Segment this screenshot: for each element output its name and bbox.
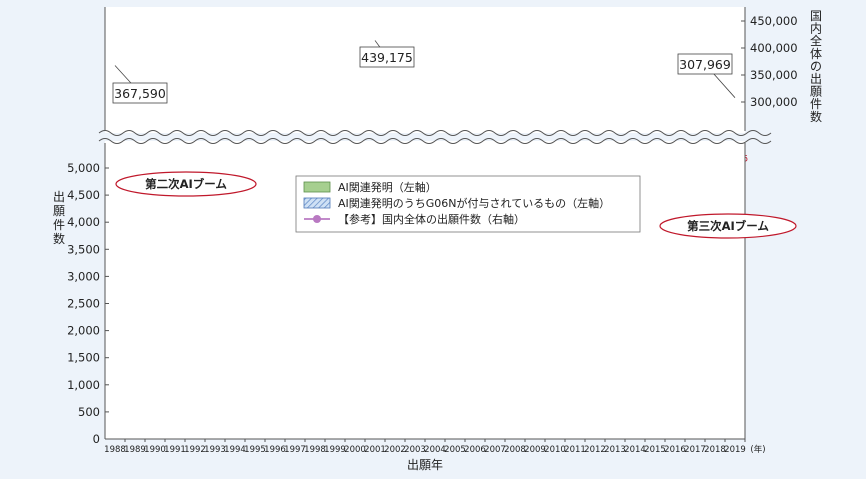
- legend-swatch-ai: [303, 181, 331, 193]
- right-tick-label: 350,000: [750, 68, 798, 82]
- right-axis-title: 国内全体の出願件数: [810, 9, 822, 124]
- x-tick-label-2009: 2009: [524, 445, 546, 455]
- axis-break-top: [98, 130, 772, 136]
- x-tick-label-2004: 2004: [424, 445, 446, 455]
- callout-2001-text: 439,175: [361, 50, 413, 65]
- x-tick-label-2005: 2005: [444, 445, 466, 455]
- x-tick-label-1990: 1990: [144, 445, 166, 455]
- x-tick-label-1991: 1991: [164, 445, 186, 455]
- x-tick-label-2002: 2002: [384, 445, 406, 455]
- x-tick-label-2019: 2019: [724, 445, 746, 455]
- x-tick-label-1989: 1989: [124, 445, 146, 455]
- left-tick-label: 2,500: [67, 297, 100, 311]
- legend-box: [295, 175, 641, 233]
- left-tick-label: 5,000: [67, 161, 100, 175]
- axis-break-bottom: [98, 138, 772, 144]
- callout-1988-box: [112, 82, 168, 104]
- x-tick-label-2013: 2013: [604, 445, 626, 455]
- left-tick-label: 3,000: [67, 269, 100, 283]
- x-tick-label-2012: 2012: [584, 445, 606, 455]
- legend-label-ai: AI関連発明（左軸）: [338, 180, 437, 194]
- legend-swatch-g06n: [303, 197, 331, 209]
- x-tick-label-2010: 2010: [544, 445, 566, 455]
- left-tick-label: 1,500: [67, 351, 100, 365]
- x-tick-label-2018: 2018: [704, 445, 726, 455]
- x-tick-label-2006: 2006: [464, 445, 486, 455]
- second-ai-boom-label: 第二次AIブーム: [145, 177, 227, 191]
- callout-2019-box: [677, 53, 733, 75]
- right-tick-label: 300,000: [750, 95, 798, 109]
- right-tick-label: 450,000: [750, 14, 798, 28]
- x-tick-label-2011: 2011: [564, 445, 586, 455]
- x-tick-label-2003: 2003: [404, 445, 426, 455]
- x-tick-label-1996: 1996: [264, 445, 286, 455]
- legend-label-g06n: AI関連発明のうちG06Nが付与されているもの（左軸）: [338, 196, 610, 210]
- x-tick-label-2000: 2000: [344, 445, 366, 455]
- x-tick-label-1988: 1988: [104, 445, 126, 455]
- left-tick-label: 1,000: [67, 378, 100, 392]
- left-tick-label: 2,000: [67, 324, 100, 338]
- x-tick-label-1992: 1992: [184, 445, 206, 455]
- left-axis-title: 出願件数: [53, 190, 65, 246]
- x-tick-label-2017: 2017: [684, 445, 706, 455]
- x-tick-label-1994: 1994: [224, 445, 246, 455]
- x-tick-label-2001: 2001: [364, 445, 386, 455]
- x-tick-label-2015: 2015: [644, 445, 666, 455]
- callout-1988-text: 367,590: [114, 86, 166, 101]
- third-ai-boom-ellipse: [659, 213, 797, 239]
- x-tick-label-1998: 1998: [304, 445, 326, 455]
- second-ai-boom-ellipse: [115, 171, 257, 197]
- right-tick-label: 400,000: [750, 41, 798, 55]
- callout-2001-box: [359, 46, 415, 68]
- x-tick-label-2016: 2016: [664, 445, 686, 455]
- x-tick-label-2014: 2014: [624, 445, 646, 455]
- legend-label-domestic: 【参考】国内全体の出願件数（右軸）: [338, 212, 525, 226]
- axis-break-gap: [97, 133, 753, 141]
- x-axis-title: 出願年: [407, 458, 443, 472]
- left-tick-label: 4,500: [67, 188, 100, 202]
- legend-marker-domestic: [313, 215, 321, 223]
- left-tick-label: 0: [93, 432, 100, 446]
- left-tick-label: 3,500: [67, 242, 100, 256]
- x-tick-label-2008: 2008: [504, 445, 526, 455]
- left-tick-label: 4,000: [67, 215, 100, 229]
- x-tick-label-1997: 1997: [284, 445, 306, 455]
- x-unit-label: (年): [750, 444, 765, 455]
- callout-2019-text: 307,969: [679, 57, 731, 72]
- x-tick-label-1999: 1999: [324, 445, 346, 455]
- x-tick-label-1993: 1993: [204, 445, 226, 455]
- axes: 0 500 1,000 1,500 2,000 2,500 3,000 3,500 4,000 4…: [53, 7, 822, 472]
- legend: AI関連発明（左軸） AI関連発明のうちG06Nが付与されているもの（左軸） 【参考…: [295, 175, 641, 233]
- third-ai-boom-label: 第三次AIブーム: [687, 219, 769, 233]
- x-tick-label-2007: 2007: [484, 445, 506, 455]
- x-tick-label-1995: 1995: [244, 445, 266, 455]
- left-tick-label: 500: [78, 405, 100, 419]
